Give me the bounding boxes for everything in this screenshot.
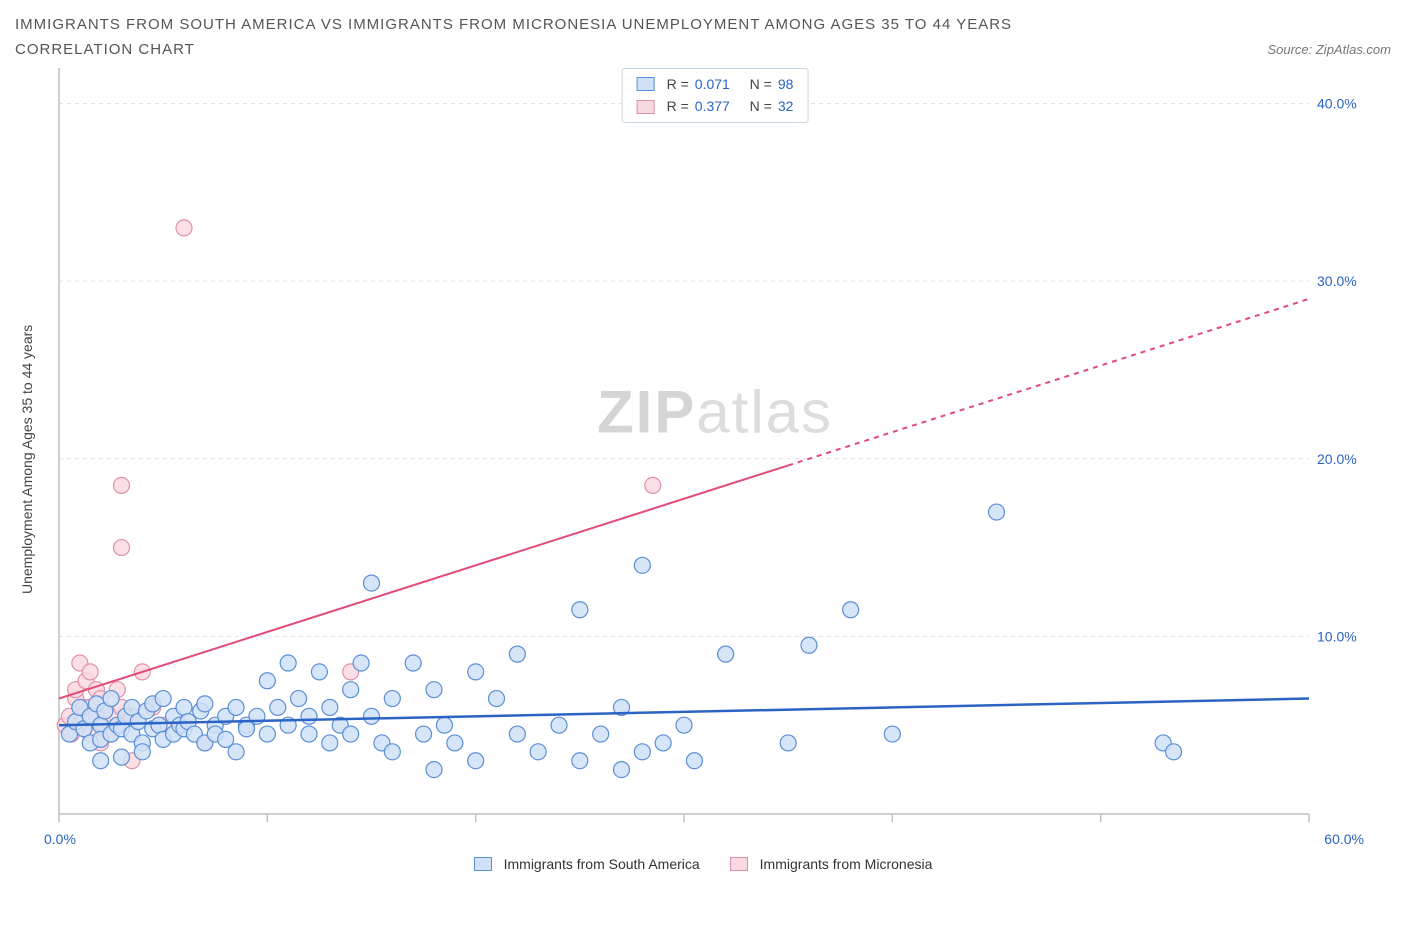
legend-label-1: Immigrants from Micronesia (760, 856, 933, 872)
chart-container: Unemployment Among Ages 35 to 44 years Z… (15, 64, 1391, 854)
legend-label-0: Immigrants from South America (504, 856, 700, 872)
chart-title: IMMIGRANTS FROM SOUTH AMERICA VS IMMIGRA… (15, 16, 1391, 33)
svg-text:20.0%: 20.0% (1317, 451, 1357, 467)
source-credit: Source: ZipAtlas.com (1267, 42, 1391, 57)
svg-text:0.0%: 0.0% (44, 831, 76, 847)
stats-row-series-0: R = 0.071 N = 98 (637, 73, 794, 95)
swatch-series-1 (637, 100, 655, 114)
stats-row-series-1: R = 0.377 N = 32 (637, 95, 794, 117)
plot-area: ZIPatlas R = 0.071 N = 98 R = 0.377 N = … (39, 64, 1391, 854)
legend-swatch-0 (474, 857, 492, 871)
chart-subtitle: CORRELATION CHART (15, 41, 195, 58)
y-axis-label: Unemployment Among Ages 35 to 44 years (15, 199, 39, 719)
svg-text:60.0%: 60.0% (1324, 831, 1364, 847)
subtitle-row: CORRELATION CHART Source: ZipAtlas.com (15, 41, 1391, 58)
legend-item-0: Immigrants from South America (474, 856, 700, 872)
svg-text:10.0%: 10.0% (1317, 628, 1357, 644)
series-legend: Immigrants from South America Immigrants… (15, 856, 1391, 872)
svg-text:30.0%: 30.0% (1317, 273, 1357, 289)
scatter-chart: 0.0% 60.0% 10.0% 20.0% 30.0% 40.0% (39, 64, 1369, 854)
legend-swatch-1 (730, 857, 748, 871)
legend-item-1: Immigrants from Micronesia (730, 856, 933, 872)
stats-legend: R = 0.071 N = 98 R = 0.377 N = 32 (622, 68, 809, 123)
svg-text:40.0%: 40.0% (1317, 96, 1357, 112)
swatch-series-0 (637, 77, 655, 91)
